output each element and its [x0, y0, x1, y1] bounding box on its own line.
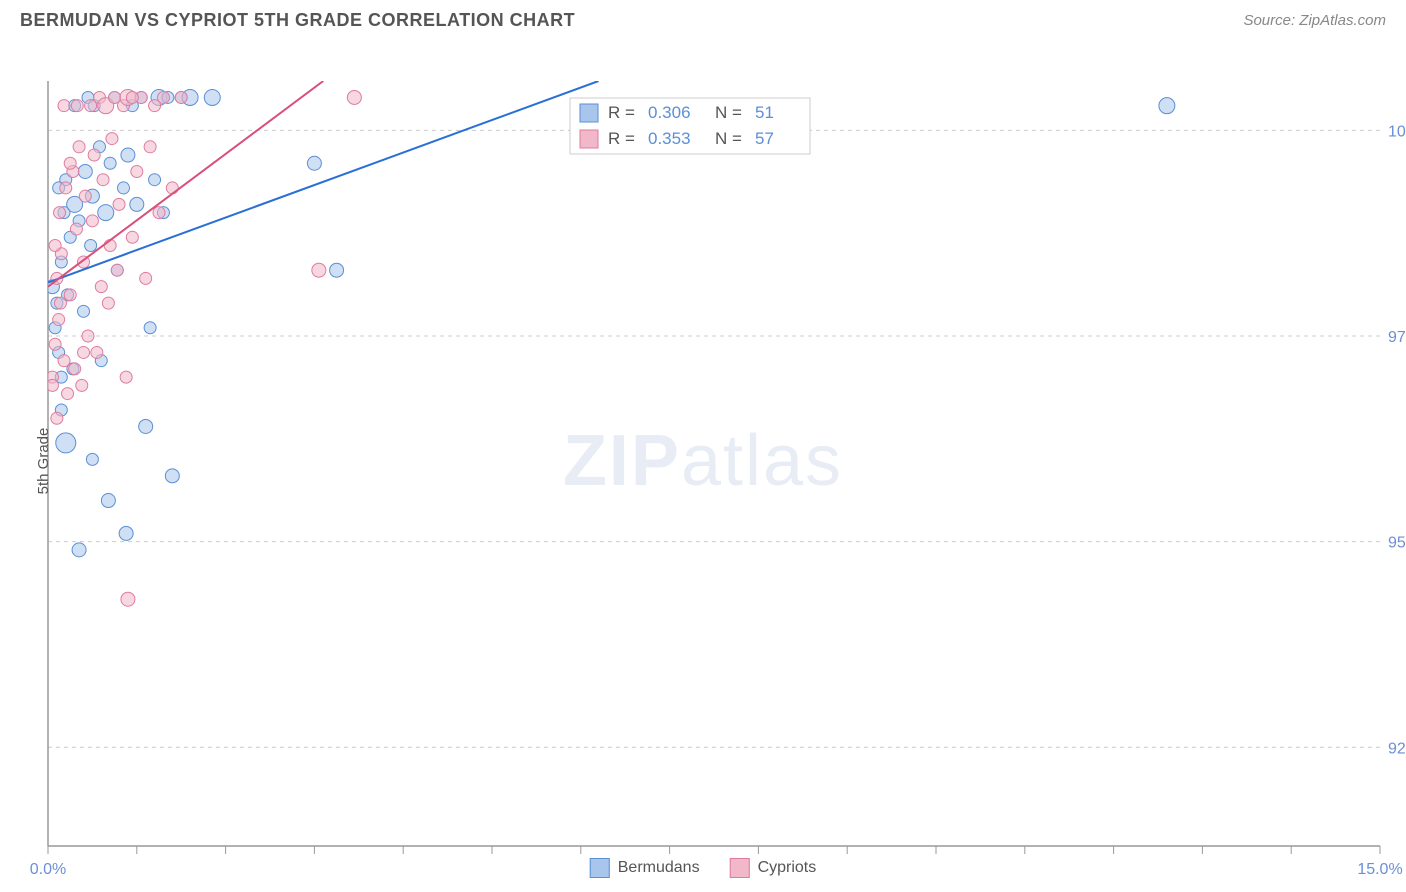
data-point	[106, 133, 118, 145]
data-point	[49, 240, 61, 252]
data-point	[120, 371, 132, 383]
data-point	[82, 330, 94, 342]
stats-n-value: 57	[755, 129, 774, 148]
data-point	[153, 207, 165, 219]
data-point	[72, 543, 86, 557]
data-point	[79, 190, 91, 202]
y-tick-label: 100.0%	[1388, 123, 1406, 140]
data-point	[101, 494, 115, 508]
chart-header: BERMUDAN VS CYPRIOT 5TH GRADE CORRELATIO…	[0, 0, 1406, 36]
data-point	[312, 263, 326, 277]
data-point	[78, 346, 90, 358]
stats-r-value: 0.306	[648, 103, 691, 122]
data-point	[307, 156, 321, 170]
chart-title: BERMUDAN VS CYPRIOT 5TH GRADE CORRELATIO…	[20, 10, 575, 31]
data-point	[1159, 98, 1175, 114]
legend-swatch	[580, 104, 598, 122]
data-point	[78, 164, 92, 178]
data-point	[58, 355, 70, 367]
legend-swatch	[580, 130, 598, 148]
x-tick-label: 15.0%	[1357, 861, 1402, 878]
data-point	[165, 469, 179, 483]
data-point	[85, 240, 97, 252]
stats-n-value: 51	[755, 103, 774, 122]
bottom-legend: Bermudans Cypriots	[590, 858, 817, 878]
data-point	[69, 363, 81, 375]
legend-swatch	[590, 858, 610, 878]
stats-r-label: R =	[608, 129, 635, 148]
legend-label: Cypriots	[758, 859, 817, 876]
data-point	[175, 91, 187, 103]
data-point	[144, 322, 156, 334]
data-point	[73, 141, 85, 153]
data-point	[117, 182, 129, 194]
data-point	[91, 346, 103, 358]
data-point	[140, 272, 152, 284]
data-point	[139, 419, 153, 433]
data-point	[62, 388, 74, 400]
y-axis-label: 5th Grade	[35, 428, 52, 495]
data-point	[131, 165, 143, 177]
data-point	[58, 100, 70, 112]
y-tick-label: 95.0%	[1388, 535, 1406, 552]
data-point	[166, 182, 178, 194]
data-point	[54, 207, 66, 219]
data-point	[71, 100, 83, 112]
data-point	[86, 215, 98, 227]
data-point	[113, 198, 125, 210]
data-point	[330, 263, 344, 277]
data-point	[98, 205, 114, 221]
data-point	[56, 433, 76, 453]
stats-n-label: N =	[715, 129, 742, 148]
data-point	[46, 379, 58, 391]
data-point	[78, 305, 90, 317]
scatter-chart-svg: 92.5% 95.0% 97.5% 100.0% 0.0% 15.0% R = 0.306 N …	[0, 36, 1406, 886]
legend-swatch	[730, 858, 750, 878]
data-point	[88, 149, 100, 161]
data-point	[49, 338, 61, 350]
chart-source: Source: ZipAtlas.com	[1243, 12, 1386, 29]
data-point	[121, 148, 135, 162]
data-point	[102, 297, 114, 309]
stats-r-value: 0.353	[648, 129, 691, 148]
data-point	[121, 592, 135, 606]
data-point	[60, 182, 72, 194]
y-tick-label: 97.5%	[1388, 329, 1406, 346]
data-point	[149, 174, 161, 186]
data-point	[204, 89, 220, 105]
data-point	[347, 90, 361, 104]
data-point	[86, 453, 98, 465]
data-point	[95, 281, 107, 293]
data-point	[54, 297, 66, 309]
data-point	[111, 264, 123, 276]
data-point	[64, 157, 76, 169]
stats-n-label: N =	[715, 103, 742, 122]
data-point	[126, 91, 138, 103]
data-point	[126, 231, 138, 243]
data-point	[144, 141, 156, 153]
data-point	[119, 526, 133, 540]
data-point	[51, 412, 63, 424]
data-point	[97, 174, 109, 186]
legend-item: Cypriots	[730, 858, 817, 878]
data-point	[157, 91, 169, 103]
data-point	[53, 314, 65, 326]
x-tick-label: 0.0%	[30, 861, 66, 878]
data-point	[130, 197, 144, 211]
chart-area: 5th Grade ZIPatlas 92.5%95.0%97.5%100.0%…	[0, 36, 1406, 886]
legend-item: Bermudans	[590, 858, 700, 878]
data-point	[70, 223, 82, 235]
data-point	[76, 379, 88, 391]
data-point	[64, 289, 76, 301]
stats-r-label: R =	[608, 103, 635, 122]
legend-label: Bermudans	[618, 859, 700, 876]
y-tick-label: 92.5%	[1388, 740, 1406, 757]
data-point	[104, 157, 116, 169]
